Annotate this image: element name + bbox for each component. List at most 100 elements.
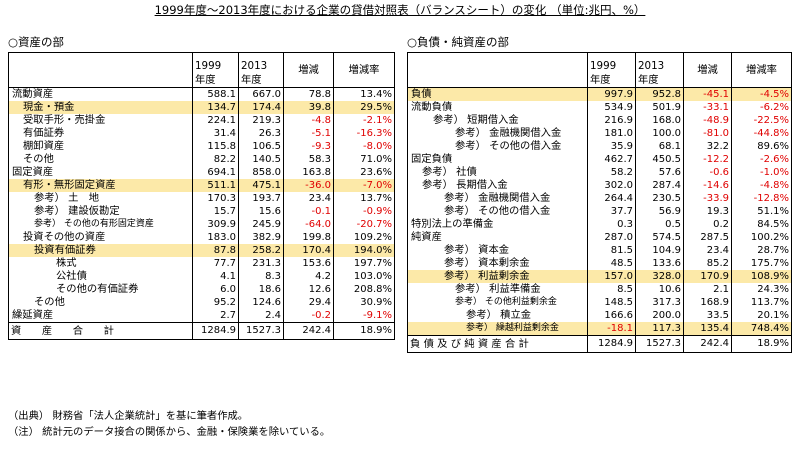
liabilities-row-label: 参考） 短期借入金 (407, 114, 588, 127)
liabilities-row: 負債 997.9 952.8 -45.1 -4.5% (407, 87, 792, 101)
liabilities-row-label: 参考） その他の借入金 (407, 205, 588, 218)
assets-change-value: -0.1 (283, 205, 334, 218)
liabilities-row-label: 固定負債 (407, 153, 588, 166)
assets-row: その他 82.2 140.5 58.3 71.0% (8, 153, 395, 166)
assets-value-1999: 224.1 (192, 114, 239, 127)
assets-row-label: 投資有価証券 (8, 244, 193, 257)
assets-change-rate: 208.8% (333, 283, 395, 296)
liabilities-row-label: 参考） 繰越利益剰余金 (407, 322, 588, 336)
liabilities-value-1999: 157.0 (587, 270, 636, 283)
assets-change-value: -36.0 (283, 179, 334, 192)
assets-change-value: 29.4 (283, 296, 334, 309)
liabilities-change-rate: -4.8% (731, 179, 792, 192)
liabilities-change-rate: 28.7% (731, 244, 792, 257)
liabilities-row-label: 純資産 (407, 231, 588, 244)
liabilities-value-1999: 58.2 (587, 166, 636, 179)
liabilities-row-label: 参考） その他利益剰余金 (407, 296, 588, 309)
liabilities-value-2013: 501.9 (635, 101, 684, 114)
liabilities-value-1999: 534.9 (587, 101, 636, 114)
liabilities-change-rate: 24.3% (731, 283, 792, 296)
assets-row: 参考） 土 地 170.3 193.7 23.4 13.7% (8, 192, 395, 205)
liabilities-change-value: -14.6 (683, 179, 732, 192)
liabilities-row-label: 参考） 社債 (407, 166, 588, 179)
page-title: 1999年度～2013年度における企業の貸借対照表（バランスシート）の変化 （単… (154, 3, 646, 17)
assets-row: 参考） 建設仮勘定 15.7 15.6 -0.1 -0.9% (8, 205, 395, 218)
liabilities-change-rate: -44.8% (731, 127, 792, 140)
liabilities-value-2013: 0.5 (635, 218, 684, 231)
assets-change-rate: 103.0% (333, 270, 395, 283)
assets-value-2013: 2.4 (238, 309, 284, 323)
assets-change-value: 23.4 (283, 192, 334, 205)
liabilities-row-label: 参考） 利益剰余金 (407, 270, 588, 283)
assets-change-value: -4.8 (283, 114, 334, 127)
assets-change-rate: 13.7% (333, 192, 395, 205)
liabilities-change-rate: -1.0% (731, 166, 792, 179)
liabilities-change-value: 135.4 (683, 322, 732, 336)
liabilities-fy1999-header: 1999 年度 (587, 52, 636, 88)
liabilities-row-label: 参考） 長期借入金 (407, 179, 588, 192)
assets-section-heading: ○資産の部 (8, 35, 65, 49)
assets-change-value: 170.4 (283, 244, 334, 257)
assets-value-2013: 26.3 (238, 127, 284, 140)
liabilities-row-label: 参考） 金融機関借入金 (407, 127, 588, 140)
liabilities-row: 参考） その他利益剰余金 148.5 317.3 168.9 113.7% (407, 296, 792, 309)
assets-change-rate: -9.1% (333, 309, 395, 323)
liabilities-row: 参考） 資本剰余金 48.5 133.6 85.2 175.7% (407, 257, 792, 270)
liabilities-change-rate: 100.2% (731, 231, 792, 244)
liabilities-value-2013: 230.5 (635, 192, 684, 205)
assets-value-2013: 231.3 (238, 257, 284, 270)
assets-change-rate-header: 増減率 (333, 52, 395, 88)
liabilities-change-value: 168.9 (683, 296, 732, 309)
assets-total-value-2013: 1527.3 (238, 322, 284, 340)
liabilities-row-label: 参考） 積立金 (407, 309, 588, 322)
assets-value-2013: 219.3 (238, 114, 284, 127)
assets-row-label: 株式 (8, 257, 193, 270)
assets-label-header (8, 52, 193, 88)
assets-row: 棚卸資産 115.8 106.5 -9.3 -8.0% (8, 140, 395, 153)
assets-change-rate: -2.1% (333, 114, 395, 127)
liabilities-value-2013: 952.8 (635, 87, 684, 101)
assets-value-1999: 134.7 (192, 101, 239, 114)
liabilities-row: 参考） その他の借入金 35.9 68.1 32.2 89.6% (407, 140, 792, 153)
liabilities-value-2013: 200.0 (635, 309, 684, 322)
assets-change-rate: 109.2% (333, 231, 395, 244)
liabilities-value-2013: 287.4 (635, 179, 684, 192)
assets-row: 株式 77.7 231.3 153.6 197.7% (8, 257, 395, 270)
assets-change-value: 12.6 (283, 283, 334, 296)
assets-change-rate: 13.4% (333, 87, 395, 101)
assets-row-label: 参考） 土 地 (8, 192, 193, 205)
assets-value-1999: 2.7 (192, 309, 239, 323)
liabilities-row: 固定負債 462.7 450.5 -12.2 -2.6% (407, 153, 792, 166)
assets-total-row: 資 産 合 計 1284.9 1527.3 242.4 18.9% (8, 322, 395, 340)
liabilities-row-label: 参考） 資本金 (407, 244, 588, 257)
assets-row-label: 現金・預金 (8, 101, 193, 114)
liabilities-value-1999: 0.3 (587, 218, 636, 231)
assets-row: 流動資産 588.1 667.0 78.8 13.4% (8, 87, 395, 101)
assets-change-rate: 23.6% (333, 166, 395, 179)
assets-change-rate: 194.0% (333, 244, 395, 257)
assets-change-rate: -7.0% (333, 179, 395, 192)
assets-row-label: 投資その他の資産 (8, 231, 193, 244)
assets-value-1999: 31.4 (192, 127, 239, 140)
liabilities-change-value: -45.1 (683, 87, 732, 101)
assets-row: 有形・無形固定資産 511.1 475.1 -36.0 -7.0% (8, 179, 395, 192)
assets-change-rate: -16.3% (333, 127, 395, 140)
liabilities-change-value: 0.2 (683, 218, 732, 231)
assets-change-value: -64.0 (283, 218, 334, 231)
liabilities-value-1999: 287.0 (587, 231, 636, 244)
assets-row-label: 有価証券 (8, 127, 193, 140)
assets-total-value-1999: 1284.9 (192, 322, 239, 340)
assets-value-1999: 309.9 (192, 218, 239, 231)
liabilities-change-value: -81.0 (683, 127, 732, 140)
assets-value-2013: 140.5 (238, 153, 284, 166)
assets-change-value: 78.8 (283, 87, 334, 101)
liabilities-row-label: 参考） 金融機関借入金 (407, 192, 588, 205)
liabilities-value-2013: 574.5 (635, 231, 684, 244)
liabilities-row: 参考） 積立金 166.6 200.0 33.5 20.1% (407, 309, 792, 322)
assets-body: 流動資産 588.1 667.0 78.8 13.4% 現金・預金 134.7 174.4 39… (8, 87, 395, 340)
liabilities-change-value: 23.4 (683, 244, 732, 257)
assets-value-2013: 245.9 (238, 218, 284, 231)
liabilities-change-value: -0.6 (683, 166, 732, 179)
liabilities-change-value: 287.5 (683, 231, 732, 244)
assets-row: 投資有価証券 87.8 258.2 170.4 194.0% (8, 244, 395, 257)
